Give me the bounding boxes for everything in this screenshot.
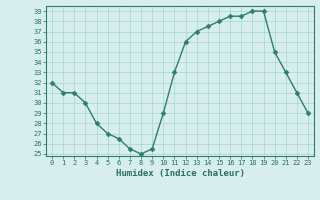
X-axis label: Humidex (Indice chaleur): Humidex (Indice chaleur) xyxy=(116,169,244,178)
